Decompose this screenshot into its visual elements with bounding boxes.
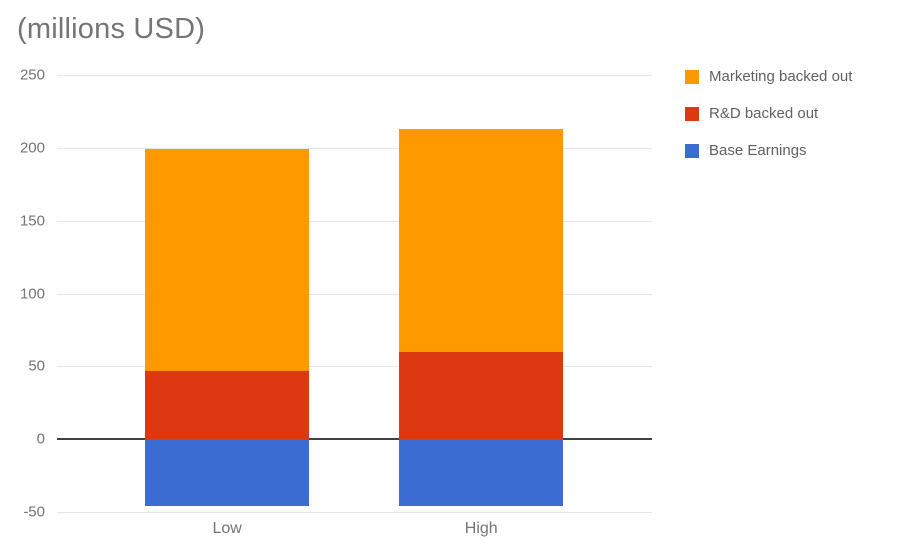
gridline (57, 220, 652, 222)
x-category-label-low: Low (212, 520, 242, 537)
bar-segment-high-r-d-backed-out[interactable] (399, 351, 564, 440)
legend-item-r-d-backed-out: R&D backed out (685, 105, 852, 122)
y-tick-label: 150 (19, 212, 45, 230)
y-tick-label: 0 (36, 430, 45, 448)
bar-segment-high-marketing-backed-out[interactable] (399, 128, 564, 352)
bar-segment-low-marketing-backed-out[interactable] (145, 149, 310, 371)
legend-swatch-icon (685, 69, 699, 84)
y-tick-label: -50 (23, 503, 45, 521)
plot-area (57, 75, 652, 513)
x-axis: Low High (57, 520, 652, 542)
chart-title: (millions USD) (17, 13, 206, 45)
legend-label: Marketing backed out (709, 68, 853, 85)
legend-swatch-icon (685, 106, 699, 121)
y-tick-label: 50 (28, 357, 45, 375)
bar-segment-low-base-earnings[interactable] (145, 439, 310, 507)
gridline (57, 147, 652, 149)
y-axis: 250 200 150 100 50 0 -50 (0, 67, 45, 521)
x-category-label-high: High (464, 520, 498, 537)
gridline (57, 75, 652, 76)
legend-label: R&D backed out (709, 105, 819, 122)
zero-axis-line (57, 438, 652, 441)
gridline (57, 366, 652, 368)
legend-label: Base Earnings (709, 142, 807, 159)
y-tick-label: 250 (19, 66, 45, 84)
bar-segment-low-r-d-backed-out[interactable] (145, 370, 310, 440)
legend: Marketing backed out R&D backed out Base E… (685, 68, 852, 179)
legend-swatch-icon (685, 143, 699, 158)
legend-item-base-earnings: Base Earnings (685, 142, 852, 159)
y-tick-label: 100 (19, 285, 45, 302)
y-tick-label: 200 (19, 139, 45, 157)
legend-item-marketing-backed-out: Marketing backed out (685, 68, 852, 85)
gridline (57, 512, 652, 513)
gridline (57, 293, 652, 295)
bar-segment-high-base-earnings[interactable] (399, 439, 564, 507)
